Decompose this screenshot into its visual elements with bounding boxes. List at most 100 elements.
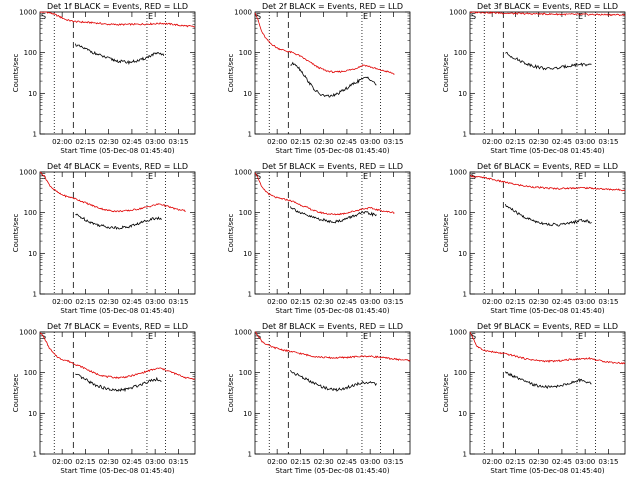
start-marker-label: S	[471, 332, 476, 341]
y-axis-label: Counts/sec	[227, 214, 235, 253]
x-tick-label: 02:45	[337, 298, 357, 306]
start-marker-label: S	[256, 172, 261, 181]
end-marker-label: E	[148, 172, 153, 181]
y-tick-label: 1	[248, 291, 252, 299]
x-tick-label: 03:00	[360, 138, 380, 146]
y-axis-label: Counts/sec	[12, 214, 20, 253]
y-tick-label: 1	[248, 451, 252, 459]
x-tick-label: 02:00	[52, 298, 72, 306]
x-axis-label: Start Time (05-Dec-08 01:45:40)	[60, 147, 174, 155]
plot-frame	[39, 331, 196, 455]
lld-series-line	[469, 174, 626, 192]
y-tick-label: 1	[33, 131, 37, 139]
x-tick-label: 03:15	[383, 138, 403, 146]
y-tick-label: 10	[28, 410, 37, 418]
x-tick-label: 02:15	[75, 298, 95, 306]
chart-panel: Det 6f BLACK = Events, RED = LLD 1 10 100 10…	[442, 162, 626, 315]
y-tick-label: 1000	[19, 9, 37, 17]
x-tick-label: 02:00	[267, 298, 287, 306]
x-tick-label: 03:15	[383, 298, 403, 306]
x-tick-label: 02:30	[99, 298, 119, 306]
plot-frame	[254, 331, 411, 455]
y-axis-label: Counts/sec	[442, 54, 450, 93]
end-marker-label: E	[148, 332, 153, 341]
x-tick-label: 02:00	[52, 458, 72, 466]
start-marker-label: S	[471, 12, 476, 21]
plot-frame	[469, 11, 626, 135]
y-tick-label: 1000	[234, 169, 252, 177]
x-tick-label: 02:30	[99, 458, 119, 466]
y-tick-label: 1000	[19, 169, 37, 177]
events-series-line	[75, 43, 165, 65]
x-tick-label: 02:45	[122, 138, 142, 146]
end-marker-label: E	[363, 172, 368, 181]
y-tick-label: 1000	[19, 329, 37, 337]
chart-title: Det 6f BLACK = Events, RED = LLD	[477, 162, 618, 171]
x-tick-label: 02:45	[122, 298, 142, 306]
lld-series-line	[254, 331, 411, 362]
lld-series-line	[469, 11, 626, 17]
x-tick-label: 02:45	[552, 458, 572, 466]
events-series-line	[505, 51, 592, 71]
x-tick-label: 02:45	[552, 138, 572, 146]
end-marker-label: E	[578, 12, 583, 21]
x-tick-label: 02:30	[314, 138, 334, 146]
chart-panel: Det 2f BLACK = Events, RED = LLD 1 10 100 10…	[227, 2, 411, 155]
x-tick-label: 02:15	[290, 458, 310, 466]
y-tick-label: 10	[458, 90, 467, 98]
y-tick-label: 10	[28, 90, 37, 98]
x-axis-label: Start Time (05-Dec-08 01:45:40)	[490, 147, 604, 155]
x-tick-label: 03:15	[383, 458, 403, 466]
x-tick-label: 02:15	[290, 298, 310, 306]
x-tick-label: 02:30	[529, 458, 549, 466]
plot-frame	[39, 171, 196, 295]
lld-series-line	[39, 171, 186, 213]
chart-title: Det 4f BLACK = Events, RED = LLD	[47, 162, 188, 171]
x-axis-label: Start Time (05-Dec-08 01:45:40)	[275, 307, 389, 315]
events-series-line	[75, 213, 162, 230]
y-tick-label: 10	[243, 410, 252, 418]
x-tick-label: 02:30	[99, 138, 119, 146]
x-tick-label: 02:15	[505, 298, 525, 306]
events-series-line	[290, 61, 377, 98]
lld-series-line	[254, 12, 395, 75]
x-tick-label: 03:00	[145, 138, 165, 146]
x-tick-label: 02:15	[290, 138, 310, 146]
y-axis-label: Counts/sec	[12, 54, 20, 93]
x-tick-label: 03:00	[145, 458, 165, 466]
y-tick-label: 1	[33, 451, 37, 459]
x-tick-label: 02:00	[267, 458, 287, 466]
plot-frame	[469, 331, 626, 455]
x-tick-label: 03:15	[598, 138, 618, 146]
y-tick-label: 10	[458, 250, 467, 258]
events-series-line	[505, 371, 592, 390]
y-axis-label: Counts/sec	[442, 214, 450, 253]
y-tick-label: 100	[239, 209, 252, 217]
y-axis-label: Counts/sec	[227, 374, 235, 413]
x-tick-label: 03:15	[598, 458, 618, 466]
end-marker-label: E	[578, 332, 583, 341]
y-tick-label: 10	[243, 90, 252, 98]
chart-panel: Det 9f BLACK = Events, RED = LLD 1 10 100 10…	[442, 322, 626, 475]
x-tick-label: 03:00	[360, 458, 380, 466]
events-series-line	[75, 373, 162, 393]
x-tick-label: 02:45	[122, 458, 142, 466]
x-tick-label: 03:15	[168, 458, 188, 466]
x-tick-label: 02:45	[552, 298, 572, 306]
y-tick-label: 10	[458, 410, 467, 418]
plot-frame	[469, 171, 626, 295]
x-tick-label: 02:30	[314, 458, 334, 466]
y-tick-label: 100	[239, 49, 252, 57]
plot-frame	[254, 171, 411, 295]
y-tick-label: 1000	[234, 329, 252, 337]
x-tick-label: 02:15	[505, 138, 525, 146]
chart-panel: Det 3f BLACK = Events, RED = LLD 1 10 100 10…	[442, 2, 626, 155]
y-axis-label: Counts/sec	[12, 374, 20, 413]
y-tick-label: 1000	[449, 169, 467, 177]
events-series-line	[290, 370, 377, 392]
x-tick-label: 02:45	[337, 138, 357, 146]
lld-series-line	[254, 172, 395, 216]
x-tick-label: 03:15	[168, 298, 188, 306]
start-marker-label: S	[256, 12, 261, 21]
